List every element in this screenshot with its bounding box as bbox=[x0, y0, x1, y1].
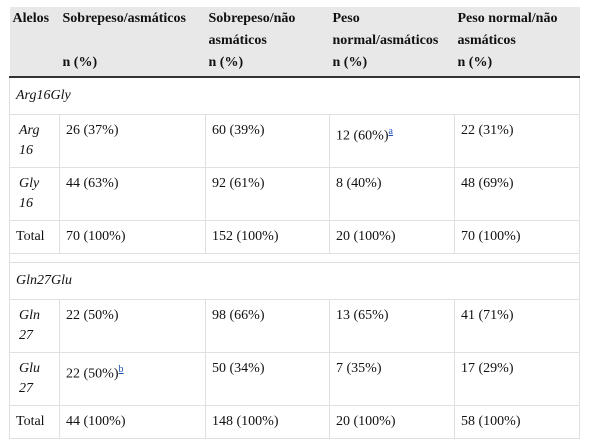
value-cell: 98 (66%) bbox=[205, 299, 330, 353]
table-row: Gly 16 44 (63%) 92 (61%) 8 (40%) 48 (69%… bbox=[9, 167, 580, 221]
allele-cell: Gln 27 bbox=[9, 299, 60, 353]
header-alelos: Alelos bbox=[9, 7, 60, 78]
footnote-link-b[interactable]: b bbox=[118, 364, 124, 375]
value-cell: 92 (61%) bbox=[205, 167, 330, 221]
header-peso-normal-asmaticos: Peso normal/asmáticos n (%) bbox=[329, 7, 455, 78]
group-label: Arg16Gly bbox=[9, 77, 580, 115]
total-label: Total bbox=[9, 405, 60, 439]
spacer-row bbox=[9, 253, 580, 263]
value-cell: 60 (39%) bbox=[205, 114, 330, 168]
value-cell: 17 (29%) bbox=[454, 352, 580, 406]
allele-cell: Arg 16 bbox=[9, 114, 60, 168]
value-cell: 70 (100%) bbox=[59, 220, 206, 254]
table-row: Gln 27 22 (50%) 98 (66%) 13 (65%) 41 (71… bbox=[9, 299, 580, 353]
value-cell: 22 (31%) bbox=[454, 114, 580, 168]
value-cell: 20 (100%) bbox=[329, 405, 455, 439]
group-row-arg16gly: Arg16Gly bbox=[9, 77, 580, 115]
value-cell: 26 (37%) bbox=[59, 114, 206, 168]
allele-cell: Gly 16 bbox=[9, 167, 60, 221]
header-sobrepeso-nao-asmaticos: Sobrepeso/não asmáticos n (%) bbox=[205, 7, 330, 78]
value-cell: 44 (100%) bbox=[59, 405, 206, 439]
header-peso-normal-nao-asmaticos: Peso normal/não asmáticos n (%) bbox=[454, 7, 580, 78]
value-cell: 58 (100%) bbox=[454, 405, 580, 439]
value-cell: 50 (34%) bbox=[205, 352, 330, 406]
value-cell: 7 (35%) bbox=[329, 352, 455, 406]
total-label: Total bbox=[9, 220, 60, 254]
value-cell: 41 (71%) bbox=[454, 299, 580, 353]
header-unit: n (%) bbox=[332, 55, 368, 70]
value-cell: 148 (100%) bbox=[205, 405, 330, 439]
value-cell: 70 (100%) bbox=[454, 220, 580, 254]
value-cell: 8 (40%) bbox=[329, 167, 455, 221]
value-cell: 152 (100%) bbox=[205, 220, 330, 254]
table-row: Glu 27 22 (50%)b 50 (34%) 7 (35%) 17 (29… bbox=[9, 352, 580, 406]
value-cell: 22 (50%) bbox=[59, 299, 206, 353]
table-row: Arg 16 26 (37%) 60 (39%) 12 (60%)a 22 (3… bbox=[9, 114, 580, 168]
value-cell: 13 (65%) bbox=[329, 299, 455, 353]
value-cell: 48 (69%) bbox=[454, 167, 580, 221]
table-header-row: Alelos Sobrepeso/asmáticos n (%) Sobrepes… bbox=[9, 7, 580, 78]
table-row-total: Total 44 (100%) 148 (100%) 20 (100%) 58 … bbox=[9, 405, 580, 439]
header-unit: n (%) bbox=[457, 55, 493, 70]
genotype-table: Alelos Sobrepeso/asmáticos n (%) Sobrepes… bbox=[9, 7, 580, 439]
table-row-total: Total 70 (100%) 152 (100%) 20 (100%) 70 … bbox=[9, 220, 580, 254]
group-label: Gln27Glu bbox=[9, 262, 580, 300]
value-cell: 22 (50%)b bbox=[59, 352, 206, 406]
allele-cell: Glu 27 bbox=[9, 352, 60, 406]
header-sobrepeso-asmaticos: Sobrepeso/asmáticos n (%) bbox=[59, 7, 206, 78]
group-row-gln27glu: Gln27Glu bbox=[9, 262, 580, 300]
value-cell: 20 (100%) bbox=[329, 220, 455, 254]
value-cell: 12 (60%)a bbox=[329, 114, 455, 168]
footnote-link-a[interactable]: a bbox=[388, 126, 393, 137]
header-unit: n (%) bbox=[208, 55, 244, 70]
header-unit: n (%) bbox=[62, 55, 98, 70]
value-cell: 44 (63%) bbox=[59, 167, 206, 221]
